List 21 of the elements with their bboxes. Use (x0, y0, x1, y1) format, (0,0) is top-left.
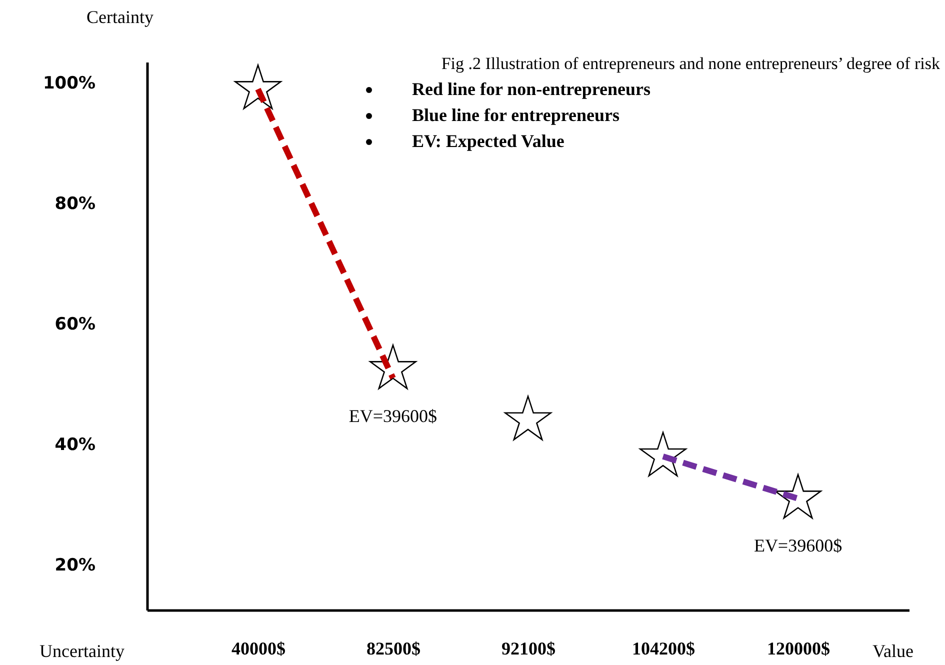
x-tick-label: 40000$ (231, 638, 286, 658)
point (504, 396, 552, 440)
y-tick-label: 40% (54, 434, 96, 455)
text: Uncertainty (40, 641, 124, 661)
point (640, 432, 686, 476)
y-tick-label: 60% (54, 314, 96, 334)
x-tick-label: 120000$ (767, 638, 830, 658)
y-tick-label: 80% (54, 194, 96, 214)
y-axis-title: Certainty (86, 7, 154, 27)
x-axis-title: Value (872, 641, 914, 661)
x-tick-label: 92100$ (502, 638, 556, 658)
annotation: EV: Expected Value (412, 131, 564, 151)
annotation: EV=39600$ (348, 406, 438, 426)
x-tick-label: 104200$ (632, 638, 696, 658)
x-tick-label: 82500$ (366, 638, 420, 658)
y-tick-label: 100% (42, 74, 96, 94)
y-tick-label: 20% (54, 555, 96, 576)
annotation: Blue line for entrepreneurs (412, 105, 620, 125)
annotation: Red line for non-entrepreneurs (412, 79, 650, 99)
annotation: EV=39600$ (754, 536, 842, 556)
chart-title: Fig .2 Illustration of entrepreneurs and none entrepreneurs’ degree of risk (441, 54, 940, 73)
